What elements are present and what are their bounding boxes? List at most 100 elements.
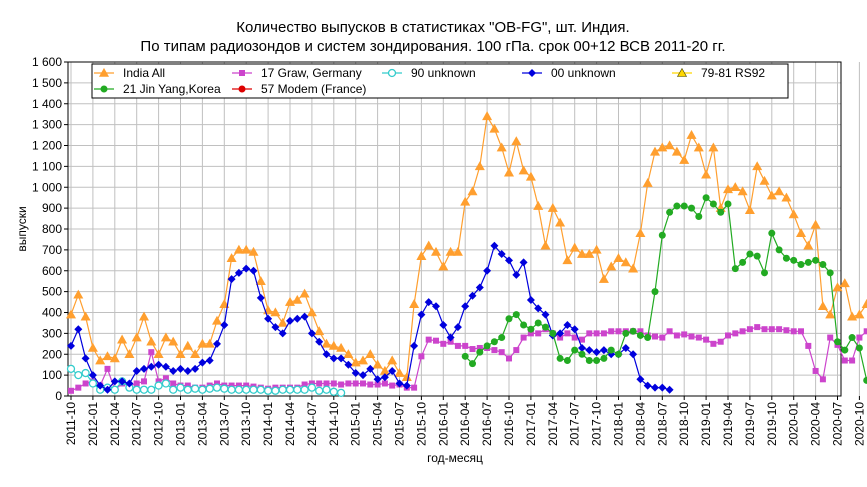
data-point xyxy=(367,382,373,388)
data-point xyxy=(644,334,651,341)
x-tick-label: 2018-04 xyxy=(633,402,647,446)
data-point xyxy=(338,382,344,388)
data-point xyxy=(491,347,497,353)
data-point xyxy=(571,347,578,354)
data-point xyxy=(754,253,761,260)
data-point xyxy=(184,367,192,375)
x-tick-label: 2015-07 xyxy=(393,402,407,446)
data-point xyxy=(841,347,848,354)
data-point xyxy=(834,338,841,345)
data-point xyxy=(417,311,425,319)
data-point xyxy=(673,203,680,210)
legend-label: India All xyxy=(123,66,165,80)
data-point xyxy=(256,277,265,285)
x-tick-label: 2015-01 xyxy=(349,402,363,446)
data-point xyxy=(608,328,614,334)
data-point xyxy=(579,351,586,358)
data-point xyxy=(469,360,476,367)
x-tick-label: 2016-10 xyxy=(502,402,516,446)
data-point xyxy=(105,366,111,372)
data-point xyxy=(520,258,528,266)
data-point xyxy=(616,328,622,334)
data-point xyxy=(338,389,345,396)
x-tick-label: 2012-10 xyxy=(152,402,166,446)
data-point xyxy=(82,354,90,362)
legend-marker xyxy=(239,86,246,93)
data-point xyxy=(687,131,696,139)
data-point xyxy=(666,209,673,216)
data-point xyxy=(812,257,819,264)
data-point xyxy=(433,338,439,344)
data-point xyxy=(68,365,75,372)
x-tick-label: 2018-07 xyxy=(655,402,669,446)
data-point xyxy=(790,257,797,264)
data-point xyxy=(717,209,724,216)
data-point xyxy=(855,310,864,318)
y-axis-label: выпуски xyxy=(15,206,29,251)
data-point xyxy=(506,355,512,361)
data-point xyxy=(702,170,711,178)
x-tick-label: 2012-01 xyxy=(86,402,100,446)
data-point xyxy=(330,354,338,362)
data-point xyxy=(689,334,695,340)
data-point xyxy=(512,271,520,279)
data-point xyxy=(455,343,461,349)
data-point xyxy=(535,330,541,336)
data-point xyxy=(316,387,323,394)
data-point xyxy=(849,358,855,364)
data-point xyxy=(214,384,221,391)
data-point xyxy=(257,294,265,302)
data-point xyxy=(418,353,424,359)
data-point xyxy=(440,341,446,347)
y-tick-label: 700 xyxy=(42,243,62,257)
data-point xyxy=(783,327,789,333)
data-point xyxy=(542,324,549,331)
chart-title: Количество выпусков в статистиках "OB-FG… xyxy=(236,19,629,36)
data-point xyxy=(811,220,820,228)
data-point xyxy=(512,137,521,145)
data-point xyxy=(279,386,286,393)
data-point xyxy=(389,383,395,389)
data-point xyxy=(177,384,184,391)
data-point xyxy=(75,372,82,379)
x-tick-label: 2017-07 xyxy=(568,402,582,446)
data-point xyxy=(323,386,330,393)
data-point xyxy=(439,321,447,329)
data-point xyxy=(849,334,856,341)
data-point xyxy=(747,326,753,332)
data-point xyxy=(278,318,287,326)
data-point xyxy=(417,252,426,260)
data-point xyxy=(300,289,309,297)
data-point xyxy=(81,312,90,320)
data-point xyxy=(827,269,834,276)
data-point xyxy=(331,380,337,386)
data-point xyxy=(570,243,579,251)
data-point xyxy=(235,386,242,393)
series-layer xyxy=(67,112,867,397)
data-point xyxy=(856,335,862,341)
x-tick-label: 2016-07 xyxy=(480,402,494,446)
data-point xyxy=(287,386,294,393)
data-point xyxy=(183,341,192,349)
x-tick-label: 2019-10 xyxy=(765,402,779,446)
data-point xyxy=(468,187,477,195)
legend-label: 00 unknown xyxy=(551,66,616,80)
data-point xyxy=(804,241,813,249)
data-point xyxy=(820,376,826,382)
data-point xyxy=(111,386,118,393)
data-point xyxy=(754,324,760,330)
data-point xyxy=(601,330,607,336)
data-point xyxy=(740,328,746,334)
data-point xyxy=(439,262,448,270)
data-point xyxy=(775,187,784,195)
data-point xyxy=(600,346,608,354)
y-tick-label: 1 600 xyxy=(32,55,62,69)
data-point xyxy=(424,241,433,249)
data-point xyxy=(161,333,170,341)
data-point xyxy=(148,349,154,355)
data-point xyxy=(563,256,572,264)
x-tick-label: 2016-01 xyxy=(436,402,450,446)
data-point xyxy=(483,112,492,120)
